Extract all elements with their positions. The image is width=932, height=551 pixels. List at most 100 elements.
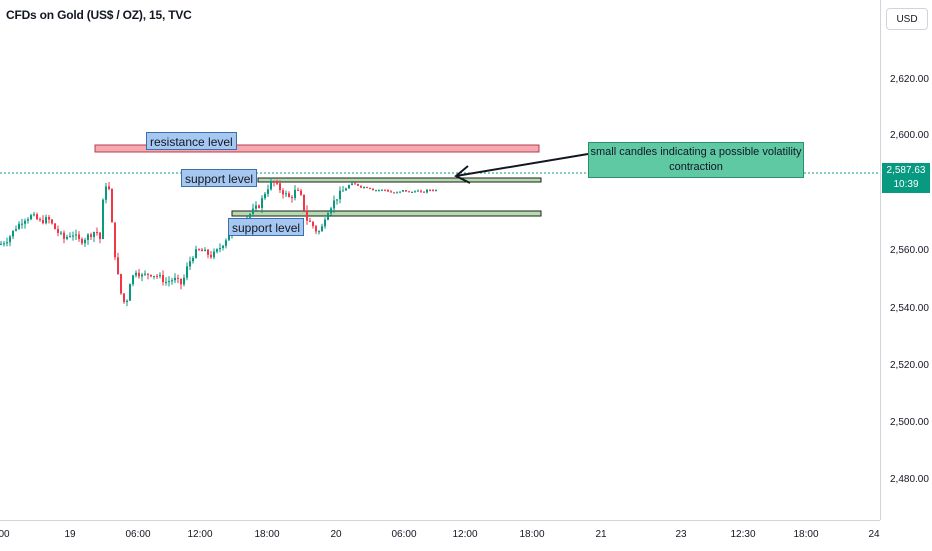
candle-body (222, 245, 224, 248)
time-axis[interactable]: 00 19 06:00 12:00 18:00 20 06:00 12:00 1… (0, 520, 880, 551)
candle-body (69, 236, 71, 238)
candle-body (297, 189, 299, 191)
candle-body (252, 208, 254, 215)
last-price-value: 2,587.63 (886, 165, 926, 176)
candle-body (429, 189, 431, 191)
candle-body (255, 205, 257, 209)
candle-body (42, 219, 44, 224)
candle-body (378, 190, 380, 192)
candle-body (150, 274, 152, 277)
resistance-level-label[interactable]: resistance level (146, 132, 237, 150)
candle-body (423, 191, 425, 193)
candle-body (312, 221, 314, 227)
candle-body (30, 215, 32, 220)
candle-body (123, 293, 125, 303)
candle-body (78, 234, 80, 240)
candle-body (216, 249, 218, 252)
candle-body (165, 281, 167, 283)
candle-body (93, 232, 95, 237)
candle-body (186, 266, 188, 278)
candle-body (342, 190, 344, 192)
candle-body (156, 275, 158, 277)
support-level-label-lower[interactable]: support level (228, 218, 305, 236)
candle-body (0, 243, 2, 245)
candle-body (291, 196, 293, 199)
price-chart[interactable] (0, 0, 880, 520)
price-tick: 2,600.00 (890, 130, 929, 141)
candle-body (402, 190, 404, 192)
time-tick: 24 (868, 529, 880, 540)
candle-body (327, 213, 329, 220)
candle-body (435, 189, 437, 191)
candle-body (87, 234, 89, 240)
time-tick: 21 (595, 529, 607, 540)
candle-body (330, 208, 332, 214)
candle-body (381, 189, 383, 191)
candle-body (120, 274, 122, 294)
candle-body (399, 191, 401, 193)
support-zone-lower[interactable] (231, 210, 542, 217)
candle-body (114, 222, 116, 258)
bar-countdown: 10:39 (893, 179, 919, 190)
support-zone-upper[interactable] (257, 177, 542, 183)
candle-body (54, 223, 56, 230)
candle-body (315, 226, 317, 232)
candle-body (63, 232, 65, 239)
time-tick: 18:00 (793, 529, 819, 540)
candle-body (384, 189, 386, 191)
candle-body (153, 275, 155, 277)
candle-body (369, 187, 371, 189)
candle-body (390, 191, 392, 193)
support-level-label-upper[interactable]: support level (181, 169, 258, 187)
candle-body (108, 186, 110, 190)
candle-body (387, 190, 389, 192)
candle-body (159, 275, 161, 277)
candle-body (33, 214, 35, 216)
candle-body (3, 243, 5, 245)
candle-body (84, 239, 86, 244)
candle-body (171, 280, 173, 282)
candle-body (408, 191, 410, 193)
candle-body (135, 272, 137, 276)
price-axis[interactable]: 2,620.00 2,600.00 2,560.00 2,540.00 2,52… (880, 0, 932, 520)
candle-body (288, 193, 290, 197)
candle-body (198, 249, 200, 251)
candle-body (276, 182, 278, 184)
volatility-callout[interactable]: small candles indicating a possible vola… (588, 142, 804, 178)
candle-body (204, 249, 206, 252)
candle-body (411, 191, 413, 193)
candle-body (138, 272, 140, 277)
candle-body (249, 214, 251, 218)
candle-body (189, 261, 191, 267)
candle-body (21, 223, 23, 225)
candle-body (396, 192, 398, 194)
candle-body (210, 254, 212, 258)
price-tick: 2,500.00 (890, 417, 929, 428)
time-tick: 19 (64, 529, 76, 540)
candle-body (432, 190, 434, 192)
callout-arrow-head (454, 165, 471, 184)
candle-body (279, 183, 281, 191)
time-tick: 00 (0, 529, 10, 540)
candle-body (426, 189, 428, 193)
candle-body (96, 232, 98, 234)
candle-body (27, 219, 29, 221)
candle-body (324, 219, 326, 227)
candle-body (351, 183, 353, 186)
candle-body (45, 217, 47, 224)
symbol-title[interactable]: CFDs on Gold (US$ / OZ), 15, TVC (6, 8, 192, 22)
time-tick: 12:30 (730, 529, 756, 540)
candle-body (144, 273, 146, 275)
chart-area[interactable]: CFDs on Gold (US$ / OZ), 15, TVC resista… (0, 0, 880, 520)
candle-body (345, 188, 347, 191)
candle-body (228, 235, 230, 241)
candle-body (318, 231, 320, 233)
candle-body (192, 257, 194, 262)
candle-body (99, 232, 101, 240)
candle-body (372, 188, 374, 191)
resistance-zone[interactable] (94, 144, 540, 153)
price-tick: 2,560.00 (890, 245, 929, 256)
candle-body (264, 193, 266, 199)
currency-badge[interactable]: USD (886, 8, 928, 30)
candle-body (366, 187, 368, 189)
